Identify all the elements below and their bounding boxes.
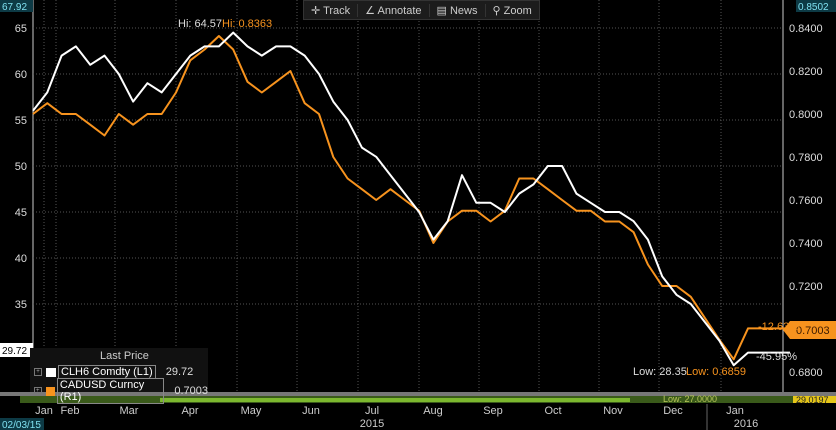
month-label: Jul	[365, 405, 379, 417]
right-last-box	[783, 321, 836, 339]
right-tick-label: 0.8000	[789, 109, 823, 121]
annotate-label: Annotate	[377, 4, 422, 17]
track-button[interactable]: ✛ Track	[304, 3, 359, 17]
month-label: Apr	[181, 405, 198, 417]
right-tick-label: 0.7800	[789, 152, 823, 164]
zoom-label: Zoom	[503, 4, 532, 17]
right-tick-label: 0.7200	[789, 281, 823, 293]
left-tick-label: 50	[15, 161, 27, 173]
series-line-oil	[32, 31, 790, 367]
right-tick-label: 0.6800	[789, 367, 823, 379]
track-label: Track	[323, 4, 351, 17]
legend-swatch	[45, 386, 55, 396]
left-last-box	[0, 343, 33, 357]
oil-low-label: Low: 28.35	[633, 366, 687, 378]
start-date: 02/03/15	[2, 420, 41, 430]
strip-value: 29.0197	[796, 395, 829, 405]
legend-swatch	[46, 367, 56, 377]
annotate-button[interactable]: ∠ Annotate	[358, 3, 430, 17]
expand-icon[interactable]: +	[34, 368, 42, 376]
year-label: 2016	[734, 418, 758, 430]
legend-name: CADUSD Curncy (R1)	[56, 378, 165, 404]
range-strip-border	[0, 392, 836, 396]
legend-value: 0.7003	[174, 385, 208, 397]
left-tick-label: 45	[15, 207, 27, 219]
month-label: Oct	[544, 405, 561, 417]
right-last-label: 0.7003	[796, 325, 830, 337]
right-tick-label: 0.7600	[789, 195, 823, 207]
left-top-box	[0, 0, 33, 12]
month-label: Jan	[726, 405, 744, 417]
month-label: Jun	[302, 405, 320, 417]
strip-value-box	[793, 396, 836, 403]
range-selector	[160, 398, 630, 402]
news-label: News	[449, 4, 478, 17]
oil-hi-label: Hi: 64.57	[178, 18, 222, 30]
right-tick-label: 0.7400	[789, 238, 823, 250]
start-date-box	[0, 418, 44, 430]
right-tick-label: 0.8400	[789, 23, 823, 35]
legend-name: CLH6 Comdty (L1)	[58, 365, 156, 379]
left-tick-label: 60	[15, 69, 27, 81]
legend-item-oil[interactable]: + CLH6 Comdty (L1) 29.72	[34, 365, 193, 379]
strip-low-label: Low: 27.0000	[663, 394, 717, 404]
right-tick-label: 0.8200	[789, 66, 823, 78]
cad-hi-label: Hi: 0.8363	[222, 18, 272, 30]
plot-area	[33, 0, 783, 392]
cad-low-label: Low: 0.6859	[686, 366, 746, 378]
zoom-button[interactable]: ⚲ Zoom	[492, 4, 532, 17]
right-top-label: 0.8502	[798, 2, 829, 13]
news-button[interactable]: ▤ News	[430, 3, 486, 17]
right-top-box	[796, 0, 836, 12]
legend: Last Price + CLH6 Comdty (L1) 29.72 + CA…	[30, 348, 208, 404]
month-label: Dec	[663, 405, 683, 417]
month-label: Nov	[603, 405, 623, 417]
month-label: Aug	[423, 405, 443, 417]
left-tick-label: 55	[15, 115, 27, 127]
left-tick-label: 40	[15, 253, 27, 265]
month-label: Sep	[483, 405, 503, 417]
left-tick-label: 35	[15, 299, 27, 311]
legend-value: 29.72	[165, 366, 194, 378]
month-label: Jan	[35, 405, 53, 417]
month-label: Mar	[120, 405, 139, 417]
expand-icon[interactable]: +	[34, 387, 42, 395]
year-label: 2015	[360, 418, 384, 430]
oil-change-label: -45.95%	[756, 351, 797, 363]
left-tick-label: 65	[15, 23, 27, 35]
left-last-label: 29.72	[2, 346, 27, 357]
month-label: May	[241, 405, 262, 417]
series-line-cad	[32, 35, 790, 361]
chart-toolbar: ✛ Track ∠ Annotate ▤ News ⚲ Zoom	[303, 0, 540, 20]
cad-change-label: -12.63%	[758, 321, 799, 333]
left-top-label: 67.92	[2, 2, 27, 13]
legend-item-cad[interactable]: + CADUSD Curncy (R1) 0.7003	[34, 378, 208, 404]
month-label: Feb	[61, 405, 80, 417]
legend-header: Last Price	[100, 350, 149, 362]
